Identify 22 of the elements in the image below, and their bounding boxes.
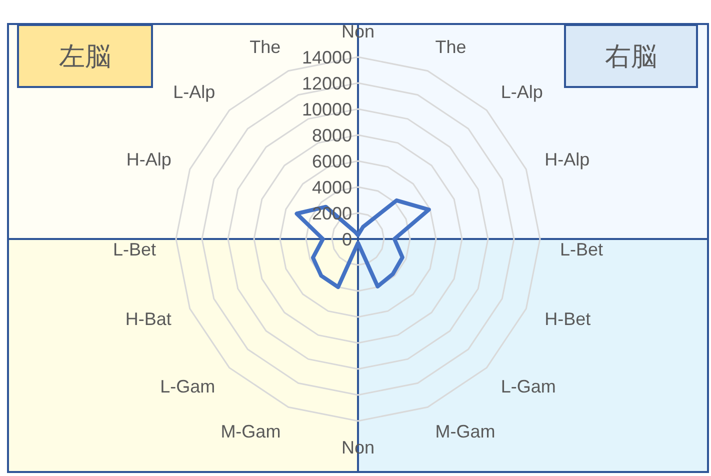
spoke-label: The bbox=[250, 37, 281, 58]
y-tick-label: 8000 bbox=[312, 125, 352, 146]
spoke-label: H-Bet bbox=[544, 308, 591, 329]
spoke-label: M-Gam bbox=[435, 421, 496, 442]
spoke-label: L-Bet bbox=[560, 239, 604, 260]
spoke-label: L-Alp bbox=[500, 82, 543, 102]
spoke-label: M-Gam bbox=[220, 421, 281, 442]
text: 右脳 bbox=[605, 41, 657, 72]
spoke-label: The bbox=[435, 37, 466, 58]
spoke-label: L-Gam bbox=[500, 376, 556, 396]
spoke-label: L-Alp bbox=[173, 82, 216, 102]
spoke-label: L-Gam bbox=[160, 376, 216, 396]
text: 左脳 bbox=[59, 41, 111, 72]
y-tick-label: 6000 bbox=[312, 151, 352, 172]
spoke-label: H-Bat bbox=[125, 308, 172, 329]
y-tick-label: 14000 bbox=[302, 47, 352, 68]
spoke-label: L-Bet bbox=[112, 239, 156, 260]
y-tick-label: 10000 bbox=[302, 99, 352, 120]
y-tick-label: 4000 bbox=[312, 177, 352, 198]
spoke-label: H-Alp bbox=[126, 150, 172, 170]
y-tick-label: 12000 bbox=[302, 73, 352, 94]
spoke-label: H-Alp bbox=[544, 150, 590, 170]
